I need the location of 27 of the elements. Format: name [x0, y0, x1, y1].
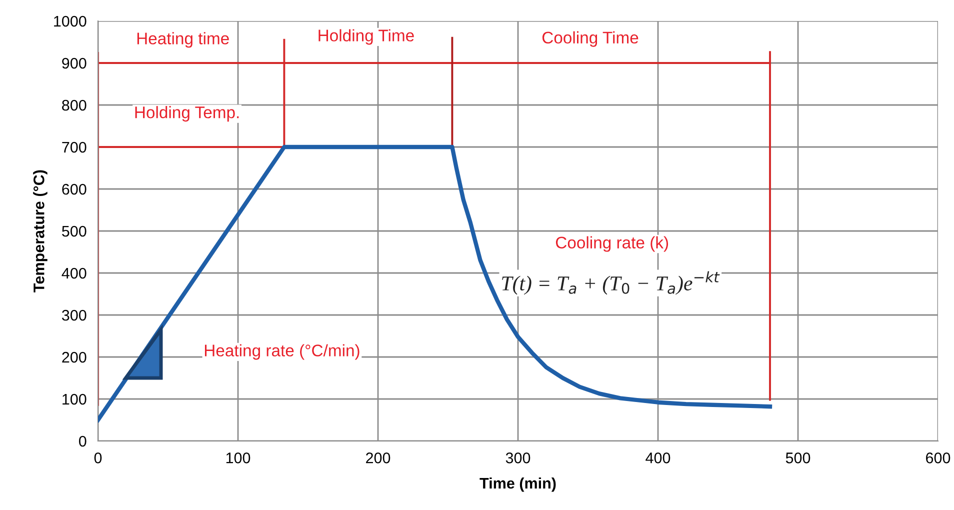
y-tick-label: 100	[62, 394, 86, 405]
y-tick-label: 700	[62, 142, 86, 153]
annotation: Heating time	[137, 32, 229, 48]
y-tick-label: 400	[62, 268, 86, 279]
annotation: Holding Time	[318, 29, 414, 45]
x-tick-label: 400	[646, 452, 670, 464]
x-tick-label: 600	[926, 452, 950, 464]
annotation: Cooling rate (k)	[556, 236, 668, 252]
y-tick-label: 1000	[54, 16, 86, 27]
y-tick-label: 600	[62, 184, 86, 195]
annotation: T(t) = T$_{a}$ + (T$_{0}$ − T$_{a}$)e$^{−kt}$	[502, 271, 720, 295]
x-tick-label: 300	[506, 452, 530, 464]
x-tick-label: 500	[786, 452, 810, 464]
annotation: Cooling Time	[542, 31, 638, 47]
annotation: Holding Temp.	[135, 106, 239, 122]
y-tick-label: 800	[62, 100, 86, 111]
x-tick-label: 0	[94, 452, 102, 464]
y-tick-label: 300	[62, 310, 86, 321]
y-axis-title: Temperature (°C)	[33, 170, 48, 292]
x-axis-title: Time (min)	[480, 477, 556, 492]
annotation: Heating rate (°C/min)	[204, 344, 360, 360]
x-tick-label: 100	[226, 452, 250, 464]
y-tick-label: 500	[62, 226, 86, 237]
y-tick-label: 200	[62, 352, 86, 363]
x-tick-label: 200	[366, 452, 390, 464]
y-tick-label: 0	[78, 436, 86, 447]
y-tick-label: 900	[62, 58, 86, 69]
